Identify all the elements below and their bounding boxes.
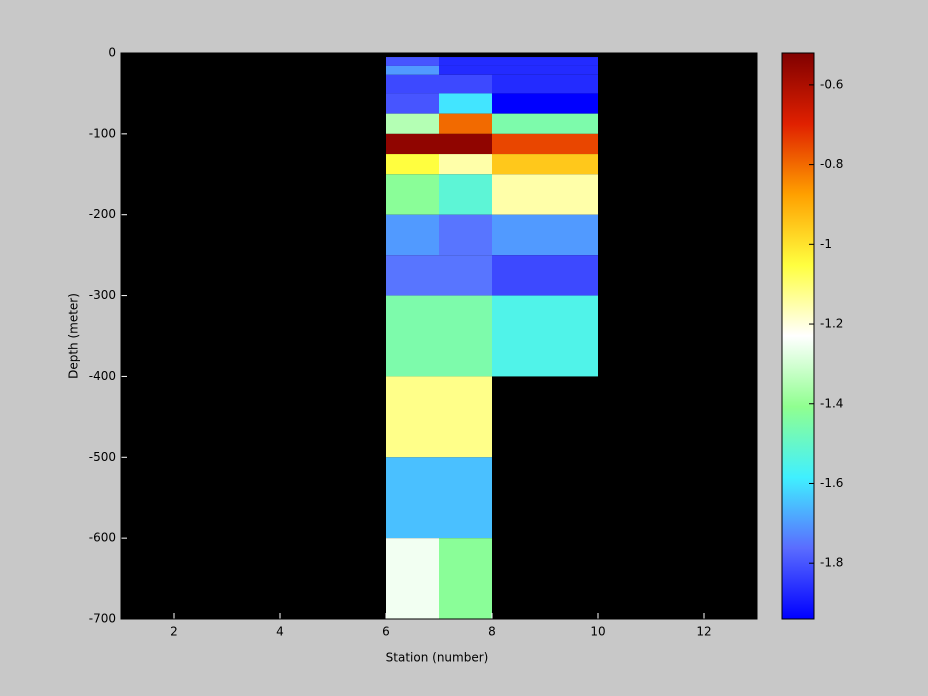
y-tick-label: -400 [89, 369, 116, 383]
y-tick-label: -100 [89, 126, 116, 140]
heatmap-cell [386, 57, 439, 66]
x-tick-label: 2 [170, 625, 178, 639]
heatmap-cell [439, 174, 492, 215]
colorbar-tick-label: -1.2 [820, 317, 843, 331]
heatmap-cell [386, 214, 439, 256]
heatmap-cell [492, 57, 598, 66]
heatmap-cell [439, 74, 492, 94]
heatmap-cell [439, 255, 492, 296]
colorbar-tick-label: -0.6 [820, 77, 843, 91]
heatmap-cell [386, 65, 439, 75]
colorbar-tick-label: -1.6 [820, 476, 843, 490]
colorbar [781, 52, 815, 620]
heatmap-cell [492, 174, 598, 215]
x-tick-label: 4 [276, 625, 284, 639]
heatmap-cell [386, 133, 439, 155]
heatmap-cell [439, 57, 492, 66]
y-tick-label: -300 [89, 288, 116, 302]
x-tick-label: 6 [382, 625, 390, 639]
heatmap-cell [386, 295, 439, 377]
colorbar-tick-label: -1 [820, 237, 832, 251]
heatmap-cell [439, 538, 492, 619]
heatmap-cell [439, 65, 492, 75]
heatmap-cell [386, 174, 439, 215]
heatmap-cell [492, 295, 598, 377]
heatmap-cell [439, 133, 492, 155]
y-tick-label: -500 [89, 450, 116, 464]
colorbar-tick-label: -1.4 [820, 396, 843, 410]
y-tick-label: -700 [89, 612, 116, 626]
x-axis-label: Station (number) [386, 651, 489, 665]
heatmap-cell [386, 457, 439, 539]
heatmap-cell [386, 376, 439, 458]
heatmap-cell [386, 74, 439, 94]
y-tick-label: -200 [89, 207, 116, 221]
x-tick-label: 10 [590, 625, 605, 639]
y-tick-label: -600 [89, 531, 116, 545]
colorbar-tick-label: -1.8 [820, 556, 843, 570]
heatmap-cell [386, 538, 439, 619]
heatmap-cell [386, 113, 439, 134]
heatmap-cell [439, 214, 492, 256]
y-tick-label: 0 [108, 46, 116, 60]
heatmap-cell [386, 255, 439, 296]
heatmap-cell [492, 214, 598, 256]
heatmap-cell [439, 457, 492, 539]
heatmap-cell [492, 93, 598, 114]
heatmap-cell [439, 154, 492, 175]
heatmap-cell [386, 154, 439, 175]
heatmap-cell [492, 113, 598, 134]
heatmap-cell [439, 93, 492, 114]
heatmap-cell [439, 113, 492, 134]
colorbar-tick-label: -0.8 [820, 157, 843, 171]
heatmap-cell [492, 65, 598, 75]
heatmap-cell [492, 74, 598, 94]
y-axis-label: Depth (meter) [67, 293, 81, 379]
heatmap-cell [492, 255, 598, 296]
heatmap-cell [439, 295, 492, 377]
x-tick-label: 8 [488, 625, 496, 639]
heatmap-cell [492, 154, 598, 175]
heatmap-cell [439, 376, 492, 458]
x-tick-label: 12 [696, 625, 711, 639]
heatmap-cell [386, 93, 439, 114]
heatmap-cell [492, 133, 598, 155]
axes-frame [120, 52, 758, 620]
